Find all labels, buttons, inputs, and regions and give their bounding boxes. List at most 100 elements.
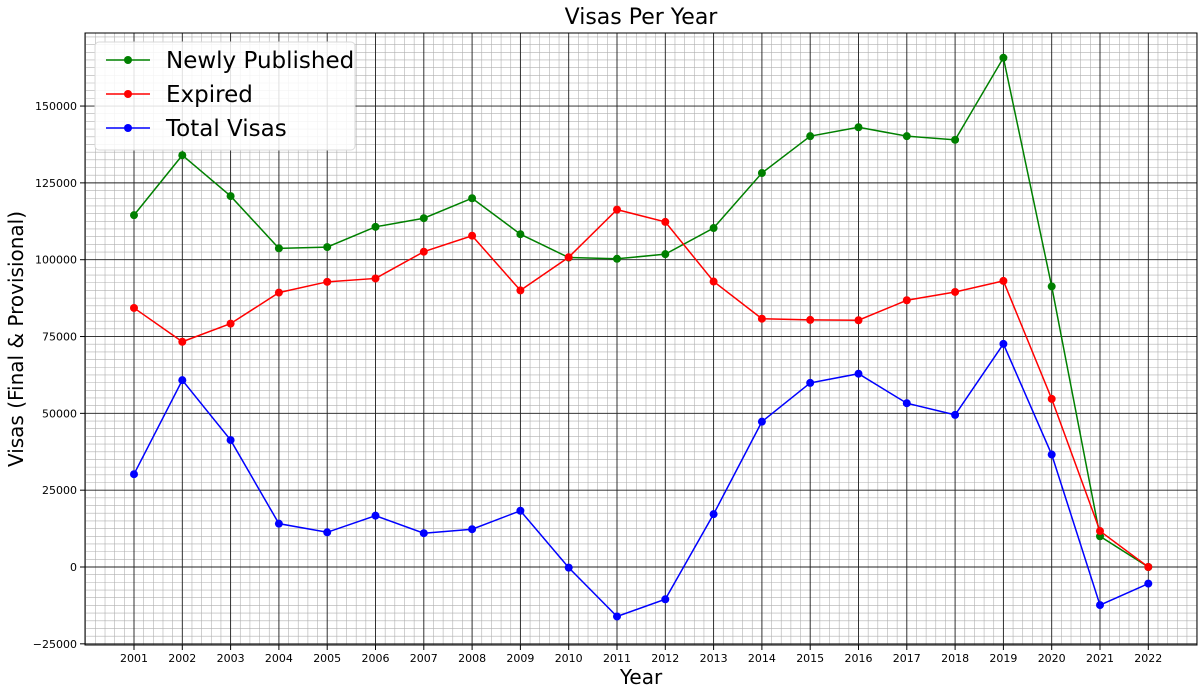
data-point <box>274 244 283 253</box>
data-point <box>419 247 428 256</box>
data-point <box>661 250 670 259</box>
data-point <box>371 222 380 231</box>
legend-label: Expired <box>166 82 253 108</box>
data-point <box>516 230 525 239</box>
x-tick-label: 2012 <box>651 652 679 665</box>
x-tick-label: 2019 <box>989 652 1017 665</box>
data-point <box>757 169 766 178</box>
data-point <box>709 510 718 519</box>
data-point <box>806 132 815 141</box>
data-point <box>951 135 960 144</box>
y-tick-label: 100000 <box>35 254 77 267</box>
series-layer <box>130 53 1153 621</box>
data-point <box>1047 450 1056 459</box>
x-tick-label: 2008 <box>458 652 486 665</box>
data-point <box>468 194 477 203</box>
x-tick-label: 2011 <box>603 652 631 665</box>
data-point <box>130 303 138 312</box>
y-axis-ticks: −25000 0 25000 50000 75000 100000 125000 150000 <box>33 100 85 651</box>
data-point <box>613 612 621 621</box>
data-point <box>1047 394 1056 403</box>
x-tick-label: 2010 <box>555 652 583 665</box>
legend-marker <box>124 124 132 132</box>
data-point <box>130 470 138 479</box>
data-point <box>178 376 187 385</box>
data-point <box>709 277 718 286</box>
data-point <box>564 563 573 572</box>
x-tick-label: 2020 <box>1038 652 1066 665</box>
data-point <box>1096 527 1104 536</box>
y-tick-label: 150000 <box>35 100 77 113</box>
data-point <box>951 287 960 296</box>
data-point <box>999 339 1008 348</box>
data-point <box>1144 579 1153 588</box>
x-tick-label: 2001 <box>120 652 148 665</box>
data-point <box>516 506 525 515</box>
data-point <box>854 316 863 325</box>
data-point <box>999 53 1008 62</box>
data-point <box>371 274 380 283</box>
data-point <box>226 192 235 201</box>
data-point <box>468 231 477 240</box>
data-point <box>806 378 815 387</box>
data-point <box>274 288 283 297</box>
data-point <box>902 132 911 141</box>
data-point <box>1047 282 1056 291</box>
data-point <box>323 277 332 286</box>
data-point <box>468 525 477 534</box>
data-point <box>854 123 863 132</box>
x-tick-label: 2018 <box>941 652 969 665</box>
x-axis-label: Year <box>619 665 663 689</box>
data-point <box>564 253 573 262</box>
x-tick-label: 2002 <box>168 652 196 665</box>
x-tick-label: 2022 <box>1134 652 1162 665</box>
data-point <box>226 319 235 328</box>
data-point <box>323 528 332 537</box>
x-tick-label: 2015 <box>796 652 824 665</box>
data-point <box>419 214 428 223</box>
x-tick-label: 2007 <box>410 652 438 665</box>
legend-box <box>94 41 356 151</box>
data-point <box>661 595 670 604</box>
data-point <box>516 286 525 295</box>
plot-frame <box>84 32 1198 646</box>
y-tick-label: −25000 <box>33 638 77 651</box>
legend-label: Newly Published <box>166 48 354 74</box>
x-tick-label: 2006 <box>362 652 390 665</box>
y-tick-label: 25000 <box>42 484 77 497</box>
data-point <box>371 511 380 520</box>
y-tick-label: 50000 <box>42 407 77 420</box>
data-point <box>757 314 766 323</box>
data-point <box>999 276 1008 285</box>
x-tick-label: 2016 <box>845 652 873 665</box>
x-tick-label: 2021 <box>1086 652 1114 665</box>
x-tick-label: 2003 <box>217 652 245 665</box>
data-point <box>1096 601 1104 610</box>
data-point <box>902 296 911 305</box>
series-line <box>133 342 1149 618</box>
x-tick-label: 2009 <box>506 652 534 665</box>
data-point <box>902 399 911 408</box>
y-tick-label: 0 <box>70 561 77 574</box>
legend-marker <box>124 90 132 98</box>
legend-marker <box>124 56 132 64</box>
series-line <box>133 208 1149 568</box>
data-point <box>323 243 332 252</box>
x-tick-label: 2004 <box>265 652 293 665</box>
x-axis-ticks: 2001 2002 2003 2004 2005 2006 2007 2008 2009 2010… <box>120 645 1162 665</box>
data-point <box>613 254 621 263</box>
data-point <box>226 436 235 445</box>
data-point <box>178 151 187 160</box>
x-tick-label: 2017 <box>893 652 921 665</box>
chart-title: Visas Per Year <box>565 5 719 30</box>
data-point <box>806 315 815 324</box>
data-point <box>951 410 960 419</box>
data-point <box>1144 563 1153 571</box>
data-point <box>178 337 187 346</box>
data-point <box>419 529 428 538</box>
data-point <box>130 211 138 220</box>
y-tick-label: 125000 <box>35 177 77 190</box>
data-point <box>757 417 766 426</box>
y-axis-label: Visas (Final & Provisional) <box>4 211 28 467</box>
